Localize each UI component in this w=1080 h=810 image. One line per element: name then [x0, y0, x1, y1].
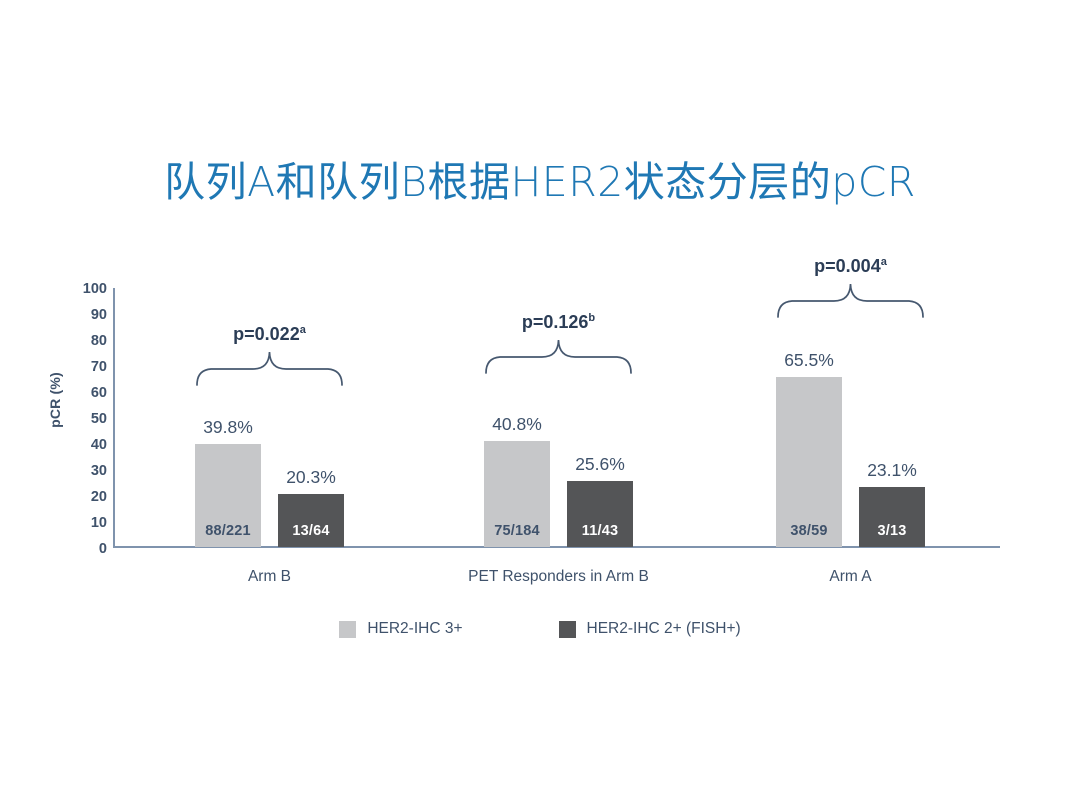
y-tick-0: 0 — [98, 541, 107, 557]
y-axis-line — [113, 288, 115, 547]
bar-pet-responders-ihc2-fish[interactable]: 25.6% 11/43 — [567, 454, 633, 547]
p-value-text: p=0.022 — [233, 324, 300, 344]
chart-legend: HER2-IHC 3+ HER2-IHC 2+ (FISH+) — [0, 620, 1080, 638]
y-tick-60: 60 — [90, 385, 107, 401]
x-category-pet-responders: PET Responders in Arm B — [468, 568, 649, 585]
p-value-text: p=0.004 — [814, 256, 881, 276]
p-value-footnote-marker: a — [299, 324, 306, 336]
bar-fraction-label: 11/43 — [581, 523, 619, 539]
bar-fraction-label: 75/184 — [494, 523, 540, 539]
bar-value-label: 40.8% — [492, 414, 542, 435]
p-value-footnote-marker: b — [588, 312, 596, 324]
y-tick-20: 20 — [90, 489, 107, 505]
y-axis-ticks: 100 90 80 70 60 50 40 30 20 10 0 — [55, 262, 107, 556]
p-value-label: p=0.004a — [776, 256, 925, 277]
p-value-label: p=0.022a — [195, 324, 344, 345]
legend-label: HER2-IHC 3+ — [367, 620, 463, 637]
bar-arm-a-ihc3[interactable]: 65.5% 38/59 — [776, 350, 842, 547]
significance-brace — [195, 350, 344, 386]
legend-swatch-icon — [339, 620, 357, 638]
y-tick-100: 100 — [82, 281, 107, 297]
y-tick-40: 40 — [90, 437, 107, 453]
bar-fraction-label: 38/59 — [790, 523, 828, 539]
bar-value-label: 25.6% — [575, 453, 625, 474]
bar-value-label: 39.8% — [203, 416, 253, 437]
bar-value-label: 23.1% — [867, 460, 917, 481]
x-axis-line — [113, 546, 1000, 548]
bar-value-label: 20.3% — [286, 467, 336, 488]
y-tick-80: 80 — [90, 333, 107, 349]
p-value-label: p=0.126b — [484, 312, 633, 333]
legend-item-her2-ihc-2plus-fish[interactable]: HER2-IHC 2+ (FISH+) — [558, 620, 741, 638]
bar-value-label: 65.5% — [784, 350, 834, 371]
page-title: 队列A和队列B根据HER2状态分层的pCR — [164, 158, 916, 206]
legend-swatch-icon — [558, 620, 576, 638]
p-value-footnote-marker: a — [880, 256, 887, 268]
legend-label: HER2-IHC 2+ (FISH+) — [586, 620, 741, 637]
bar-pet-responders-ihc3[interactable]: 40.8% 75/184 — [484, 414, 550, 547]
significance-brace — [776, 282, 925, 318]
significance-brace — [484, 338, 633, 374]
bar-chart: pCR (%) 100 90 80 70 60 50 40 30 20 10 0… — [0, 256, 1080, 662]
y-tick-50: 50 — [90, 411, 107, 427]
bar-fraction-label: 13/64 — [292, 523, 330, 539]
y-tick-30: 30 — [90, 463, 107, 479]
p-value-text: p=0.126 — [521, 312, 589, 332]
y-tick-70: 70 — [90, 359, 107, 375]
y-tick-90: 90 — [90, 307, 107, 323]
bar-arm-b-ihc3[interactable]: 39.8% 88/221 — [195, 417, 261, 547]
bars-layer: 39.8% 88/221 20.3% 13/64 40.8% 75/184 25… — [0, 288, 1080, 547]
x-category-arm-b: Arm B — [247, 568, 292, 585]
legend-item-her2-ihc-3plus[interactable]: HER2-IHC 3+ — [339, 620, 463, 638]
bar-arm-a-ihc2-fish[interactable]: 23.1% 3/13 — [859, 460, 925, 547]
bar-arm-b-ihc2-fish[interactable]: 20.3% 13/64 — [278, 467, 344, 547]
bar-fraction-label: 3/13 — [877, 523, 907, 539]
x-category-arm-a: Arm A — [829, 568, 872, 585]
bar-fraction-label: 88/221 — [205, 523, 251, 539]
y-tick-10: 10 — [90, 515, 107, 531]
